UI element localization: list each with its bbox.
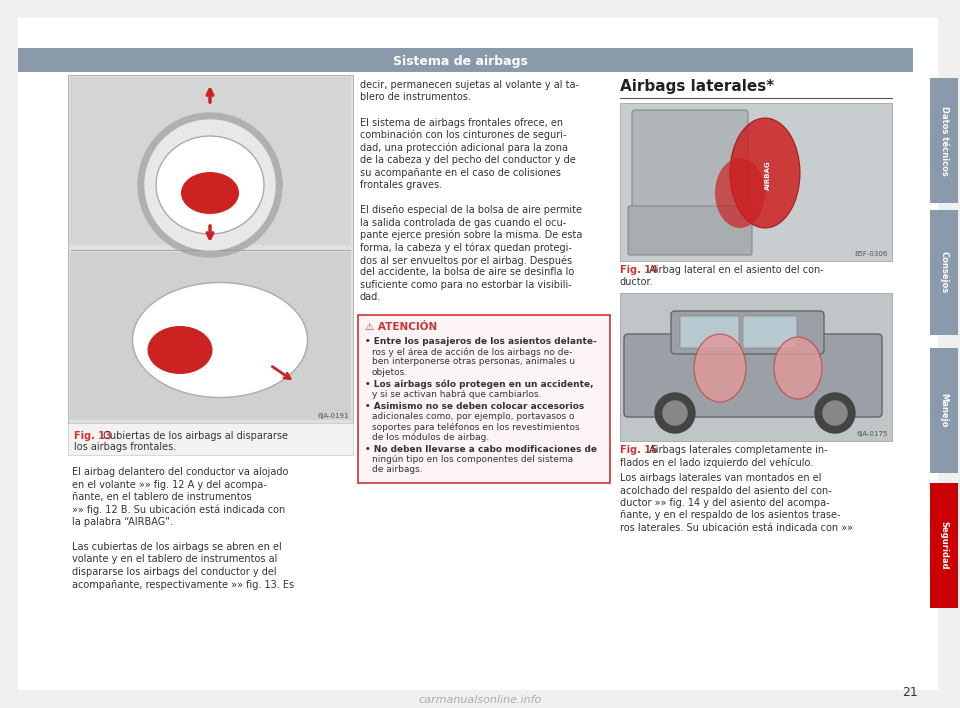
Text: ros y el área de acción de los airbags no de-: ros y el área de acción de los airbags n…	[372, 347, 572, 357]
Ellipse shape	[715, 158, 765, 228]
Text: combinación con los cinturones de seguri-: combinación con los cinturones de seguri…	[360, 130, 566, 140]
Text: adicionales como, por ejemplo, portavasos o: adicionales como, por ejemplo, portavaso…	[372, 412, 574, 421]
FancyBboxPatch shape	[671, 311, 824, 354]
Text: ñante, en el tablero de instrumentos: ñante, en el tablero de instrumentos	[72, 492, 252, 502]
Text: del accidente, la bolsa de aire se desinfla lo: del accidente, la bolsa de aire se desin…	[360, 268, 574, 278]
Text: decir, permanecen sujetas al volante y al ta-: decir, permanecen sujetas al volante y a…	[360, 80, 579, 90]
Text: volante y en el tablero de instrumentos al: volante y en el tablero de instrumentos …	[72, 554, 277, 564]
Text: Airbag lateral en el asiento del con-: Airbag lateral en el asiento del con-	[646, 265, 824, 275]
Text: objetos.: objetos.	[372, 367, 408, 377]
Text: soportes para teléfonos en los revestimientos: soportes para teléfonos en los revestimi…	[372, 423, 580, 432]
Bar	[620, 293, 892, 441]
Text: ningún tipo en los componentes del sistema: ningún tipo en los componentes del siste…	[372, 455, 573, 464]
Circle shape	[815, 393, 855, 433]
Text: Datos técnicos: Datos técnicos	[940, 105, 948, 176]
Bar	[930, 78, 958, 203]
Text: ductor »» fig. 14 y del asiento del acompa-: ductor »» fig. 14 y del asiento del acom…	[620, 498, 829, 508]
Text: suficiente como para no estorbar la visibili-: suficiente como para no estorbar la visi…	[360, 280, 572, 290]
Bar	[70, 252, 351, 420]
FancyBboxPatch shape	[624, 334, 882, 417]
Bar	[620, 103, 892, 261]
Text: Los airbags laterales van montados en el: Los airbags laterales van montados en el	[620, 473, 822, 483]
Text: la salida controlada de gas cuando el ocu-: la salida controlada de gas cuando el oc…	[360, 217, 566, 227]
Text: El sistema de airbags frontales ofrece, en: El sistema de airbags frontales ofrece, …	[360, 118, 564, 127]
Text: ductor.: ductor.	[620, 277, 654, 287]
Text: ⚠ ATENCIÓN: ⚠ ATENCIÓN	[365, 322, 437, 332]
Text: dad.: dad.	[360, 292, 381, 302]
Bar	[68, 423, 353, 455]
Text: Fig. 14: Fig. 14	[620, 265, 658, 275]
Text: Airbags laterales completamente in-: Airbags laterales completamente in-	[646, 445, 828, 455]
Text: El diseño especial de la bolsa de aire permite: El diseño especial de la bolsa de aire p…	[360, 205, 582, 215]
Text: acolchado del respaldo del asiento del con-: acolchado del respaldo del asiento del c…	[620, 486, 831, 496]
Text: y si se activan habrá que cambiarlos.: y si se activan habrá que cambiarlos.	[372, 390, 541, 399]
FancyBboxPatch shape	[680, 316, 739, 348]
Circle shape	[145, 120, 275, 250]
Text: El airbag delantero del conductor va alojado: El airbag delantero del conductor va alo…	[72, 467, 288, 477]
Ellipse shape	[774, 337, 822, 399]
Text: Fig. 15: Fig. 15	[620, 445, 658, 455]
Text: carmanualsonline.info: carmanualsonline.info	[419, 695, 541, 705]
Text: dos al ser envueltos por el airbag. Después: dos al ser envueltos por el airbag. Desp…	[360, 255, 572, 266]
Circle shape	[823, 401, 847, 425]
Text: dispararse los airbags del conductor y del: dispararse los airbags del conductor y d…	[72, 567, 276, 577]
Text: ñante, y en el respaldo de los asientos trase-: ñante, y en el respaldo de los asientos …	[620, 510, 841, 520]
Bar	[18, 48, 913, 72]
Text: blero de instrumentos.: blero de instrumentos.	[360, 93, 470, 103]
Text: • Los airbags sólo protegen en un accidente,: • Los airbags sólo protegen en un accide…	[365, 379, 593, 389]
Text: Manejo: Manejo	[940, 394, 948, 428]
Text: »» fig. 12 B. Su ubicación está indicada con: »» fig. 12 B. Su ubicación está indicada…	[72, 505, 285, 515]
Text: Sistema de airbags: Sistema de airbags	[393, 55, 527, 69]
Text: de airbags.: de airbags.	[372, 465, 422, 474]
Ellipse shape	[156, 136, 264, 234]
Text: Cubiertas de los airbags al dispararse: Cubiertas de los airbags al dispararse	[100, 431, 288, 441]
Text: la palabra “AIRBAG”.: la palabra “AIRBAG”.	[72, 517, 173, 527]
Text: acompañante, respectivamente »» fig. 13. Es: acompañante, respectivamente »» fig. 13.…	[72, 580, 294, 590]
Text: su acompañante en el caso de colisiones: su acompañante en el caso de colisiones	[360, 168, 561, 178]
Bar	[930, 348, 958, 473]
Text: 21: 21	[902, 685, 918, 699]
FancyBboxPatch shape	[632, 110, 748, 246]
Text: los airbags frontales.: los airbags frontales.	[74, 442, 177, 452]
Text: frontales graves.: frontales graves.	[360, 180, 443, 190]
Text: 6JA-0191: 6JA-0191	[318, 413, 349, 419]
Ellipse shape	[694, 334, 746, 402]
FancyBboxPatch shape	[743, 316, 797, 348]
Text: • Asimismo no se deben colocar accesorios: • Asimismo no se deben colocar accesorio…	[365, 402, 585, 411]
Bar	[70, 77, 351, 245]
Text: Seguridad: Seguridad	[940, 521, 948, 570]
Text: dad, una protección adicional para la zona: dad, una protección adicional para la zo…	[360, 142, 568, 153]
Text: Consejos: Consejos	[940, 251, 948, 294]
Bar	[930, 483, 958, 608]
Ellipse shape	[132, 282, 307, 397]
Text: de la cabeza y del pecho del conductor y de: de la cabeza y del pecho del conductor y…	[360, 155, 576, 165]
Text: flados en el lado izquierdo del vehículo.: flados en el lado izquierdo del vehículo…	[620, 457, 813, 467]
Ellipse shape	[181, 172, 239, 214]
Text: ben interponerse otras personas, animales u: ben interponerse otras personas, animale…	[372, 358, 575, 367]
FancyBboxPatch shape	[628, 206, 752, 255]
Text: • No deben llevarse a cabo modificaciones de: • No deben llevarse a cabo modificacione…	[365, 445, 597, 454]
Ellipse shape	[730, 118, 800, 228]
Text: Fig. 13: Fig. 13	[74, 431, 111, 441]
Text: de los módulos de airbag.: de los módulos de airbag.	[372, 433, 490, 442]
Text: 6JA-0175: 6JA-0175	[856, 431, 888, 437]
Bar	[358, 315, 610, 483]
Text: pante ejerce presión sobre la misma. De esta: pante ejerce presión sobre la misma. De …	[360, 230, 583, 241]
Text: AIRBAG: AIRBAG	[765, 160, 771, 190]
Text: Airbags laterales*: Airbags laterales*	[620, 79, 775, 94]
Text: ros laterales. Su ubicación está indicada con »»: ros laterales. Su ubicación está indicad…	[620, 523, 853, 533]
Text: • Entre los pasajeros de los asientos delante-: • Entre los pasajeros de los asientos de…	[365, 337, 597, 346]
Circle shape	[663, 401, 687, 425]
Text: en el volante »» fig. 12 A y del acompa-: en el volante »» fig. 12 A y del acompa-	[72, 479, 267, 489]
Circle shape	[138, 113, 282, 257]
Bar	[68, 75, 353, 423]
Text: Las cubiertas de los airbags se abren en el: Las cubiertas de los airbags se abren en…	[72, 542, 281, 552]
Bar	[930, 210, 958, 335]
Circle shape	[655, 393, 695, 433]
Text: forma, la cabeza y el tórax quedan protegi-: forma, la cabeza y el tórax quedan prote…	[360, 243, 572, 253]
Ellipse shape	[148, 326, 212, 374]
Text: 85F-0306: 85F-0306	[854, 251, 888, 257]
